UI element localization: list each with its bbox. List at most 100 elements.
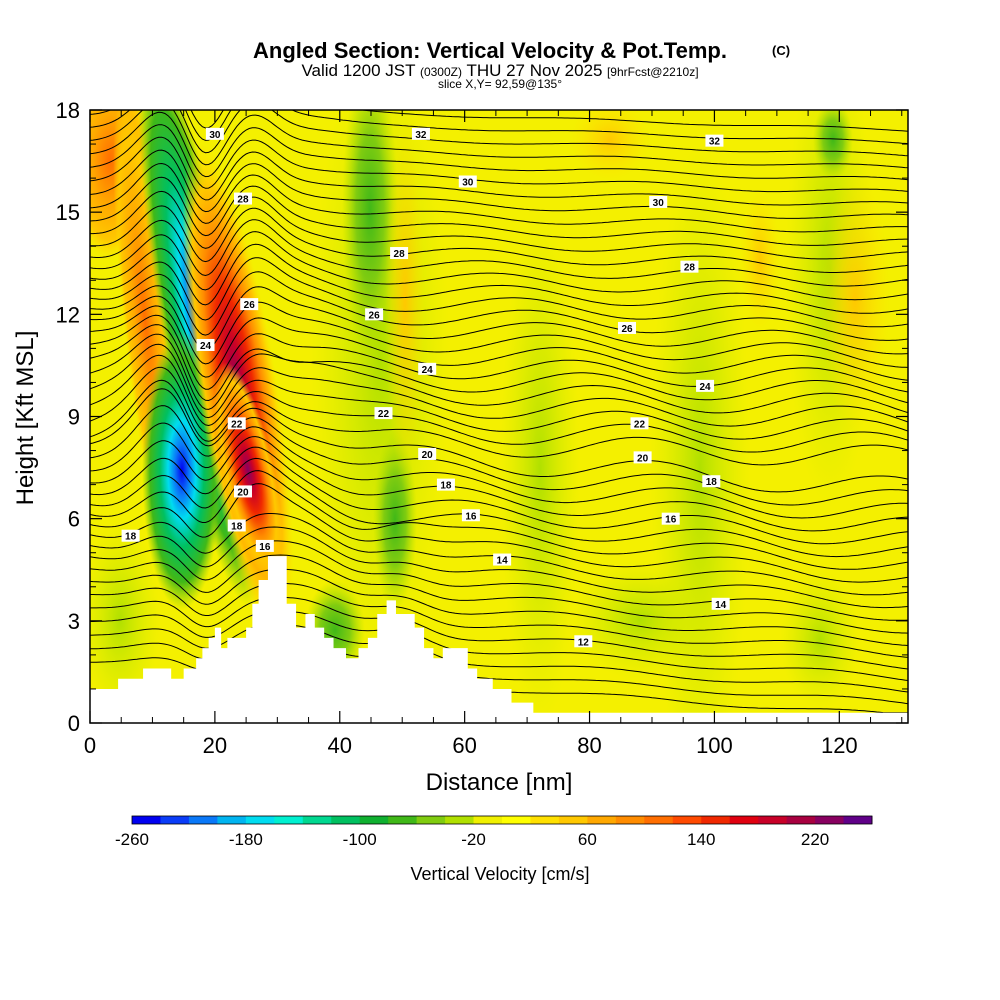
contour-label-text: 16 (665, 515, 677, 526)
y-tick-label: 3 (68, 609, 80, 634)
colorbar-tick-label: 220 (801, 830, 829, 849)
y-axis-label: Height [Kft MSL] (12, 331, 39, 506)
subtitle-date: THU 27 Nov 2025 (466, 61, 602, 80)
theta-contour-line (90, 470, 908, 570)
theta-contour-line (90, 405, 908, 506)
contour-label-bg (233, 485, 252, 498)
theta-contour-line (90, 526, 908, 609)
theta-contour-line (90, 295, 908, 368)
contour-label-text: 30 (209, 130, 221, 141)
theta-contour-label: 14 (493, 553, 512, 567)
contour-label-bg (574, 635, 593, 648)
colorbar-swatch (473, 816, 503, 824)
theta-contour-line (90, 314, 908, 393)
subtitle-utc: (0300Z) (420, 65, 462, 79)
theta-contour-line (90, 623, 908, 693)
theta-contour-line (90, 388, 908, 493)
contour-label-bg (705, 134, 724, 147)
field-blob (500, 210, 580, 723)
theta-contour-label: 20 (633, 451, 652, 464)
colorbar-title: Vertical Velocity [cm/s] (410, 864, 589, 884)
contour-label-bg (374, 407, 393, 420)
colorbar-swatch (786, 816, 816, 824)
contour-label-bg (227, 519, 246, 532)
theta-contour-line (90, 205, 908, 273)
chart-title: Angled Section: Vertical Velocity & Pot.… (253, 38, 727, 63)
subtitle-valid: Valid 1200 JST (301, 61, 415, 80)
contour-label-bg (240, 298, 259, 311)
contour-label-bg (227, 417, 246, 430)
colorbar-swatch (587, 816, 617, 824)
theta-contour-label: 14 (711, 597, 730, 611)
theta-contour-label: 22 (374, 407, 393, 420)
theta-contour-line (90, 540, 908, 621)
theta-contour-label: 26 (618, 321, 637, 335)
contour-label-text: 16 (465, 511, 477, 522)
theta-contour-line (90, 582, 908, 658)
contour-label-bg (233, 192, 252, 205)
colorbar-swatch (843, 816, 873, 824)
theta-contour-line (90, 343, 908, 427)
theta-contour-line (90, 483, 908, 583)
contour-label-bg (418, 447, 437, 460)
contour-label-text: 14 (497, 556, 509, 567)
theta-contour-label: 12 (574, 635, 593, 648)
theta-contour-line (90, 110, 908, 145)
theta-contour-label: 16 (461, 509, 480, 522)
colorbar-tick-label: -20 (461, 830, 486, 849)
theta-contour-line (90, 379, 908, 466)
contour-label-bg (390, 247, 409, 260)
theta-contour-line (90, 305, 908, 381)
contour-label-bg (205, 127, 224, 140)
contour-label-text: 18 (706, 477, 718, 488)
colorbar-swatch (274, 816, 304, 824)
title-units: (C) (772, 43, 790, 58)
contour-label-bg (696, 379, 715, 392)
theta-contour-label: 18 (702, 475, 721, 488)
contour-label-text: 24 (699, 382, 711, 393)
theta-contour-label: 16 (255, 539, 274, 553)
contour-label-bg (711, 597, 730, 610)
contour-label-text: 22 (231, 419, 243, 430)
theta-contour-label: 18 (121, 529, 140, 543)
contour-label-bg (661, 512, 680, 525)
contour-label-text: 30 (653, 198, 665, 209)
x-axis-label: Distance [nm] (426, 769, 573, 796)
theta-contour-line (90, 554, 908, 634)
contour-label-text: 22 (634, 419, 646, 430)
y-tick-label: 18 (56, 98, 80, 123)
theta-contour-label: 26 (365, 308, 384, 321)
theta-contour-line (90, 457, 908, 558)
theta-contour-line (90, 354, 908, 440)
y-tick-label: 9 (68, 405, 80, 430)
theta-contour-line (190, 110, 908, 132)
theta-contour-line (90, 324, 908, 404)
colorbar-swatch (615, 816, 645, 824)
theta-contour-line (90, 333, 908, 414)
theta-contour-label: 30 (649, 195, 668, 209)
colorbar-swatch (758, 816, 788, 824)
contour-label-bg (365, 308, 384, 321)
colorbar-swatch (729, 816, 759, 824)
contour-label-bg (630, 417, 649, 430)
contour-label-text: 18 (125, 532, 137, 543)
field-blob (740, 190, 780, 330)
colorbar-swatch (644, 816, 674, 824)
subtitle: Valid 1200 JST (0300Z) THU 27 Nov 2025 [… (301, 61, 698, 80)
contour-label-text: 16 (259, 542, 271, 553)
contour-label-bg (418, 362, 437, 375)
colorbar-swatch (388, 816, 418, 824)
contour-label-bg (458, 175, 477, 188)
field-blob (650, 140, 750, 723)
theta-contour-label: 22 (630, 417, 649, 430)
x-tick-label: 60 (452, 733, 476, 758)
contour-label-text: 20 (237, 487, 249, 498)
contour-label-text: 28 (237, 195, 249, 206)
theta-contour-line (90, 176, 908, 246)
contour-label-text: 32 (415, 130, 427, 141)
theta-contour-label: 20 (233, 485, 252, 498)
y-tick-label: 15 (56, 200, 80, 225)
theta-contour-label: 32 (705, 134, 724, 148)
contour-label-text: 14 (715, 600, 727, 611)
